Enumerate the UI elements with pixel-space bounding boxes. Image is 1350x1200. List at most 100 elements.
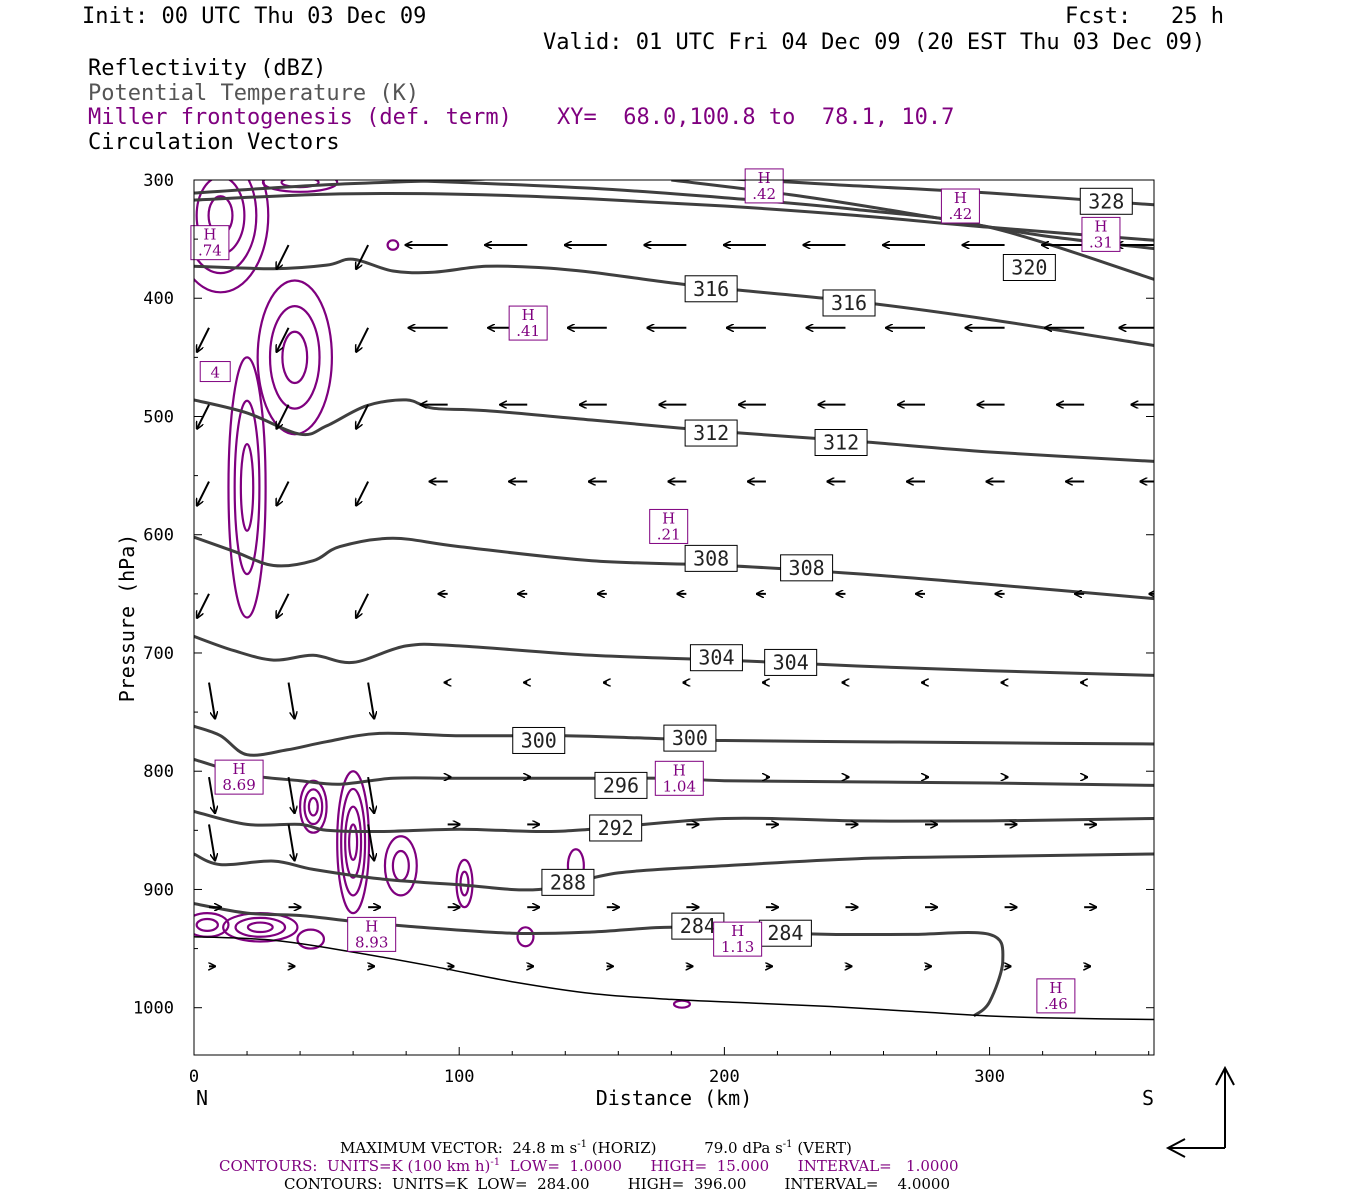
field-reflectivity: Reflectivity (dBZ) xyxy=(88,56,327,81)
theta-label-box xyxy=(814,429,868,456)
theta-label-box xyxy=(1002,254,1056,281)
x-axis-label: Distance (km) xyxy=(596,1086,753,1110)
circulation-vector xyxy=(356,327,370,352)
fronto-max-box xyxy=(1036,978,1076,1014)
theta-contour-label: 284 xyxy=(680,914,716,938)
theta-contour-label: 304 xyxy=(698,646,734,670)
theta-contour-308 xyxy=(194,535,1154,601)
y-tick-label: 700 xyxy=(143,644,174,664)
theta-label-box xyxy=(780,554,834,582)
fronto-max-letter: H xyxy=(1094,217,1107,235)
frontogenesis-contour xyxy=(391,849,410,882)
y-tick-label: 400 xyxy=(143,289,174,309)
theta-contour-label: 328 xyxy=(1088,189,1124,213)
fronto-max-value: 8.69 xyxy=(222,776,255,794)
theta-label-box xyxy=(589,814,643,842)
fronto-max-box xyxy=(1081,216,1121,252)
theta-contour-label: 304 xyxy=(773,650,809,674)
forecast-hour: Fcst: 25 h xyxy=(1065,4,1224,29)
fronto-max-box xyxy=(649,508,689,544)
theta-label-box xyxy=(684,544,738,572)
fronto-max-letter: H xyxy=(731,922,744,940)
circulation-vector xyxy=(356,481,370,506)
fronto-max-value: 4 xyxy=(210,364,220,382)
frontogenesis-contour xyxy=(256,279,334,436)
fronto-max-value: 1.04 xyxy=(663,777,696,795)
fronto-max-box xyxy=(214,759,264,795)
theta-label-box xyxy=(594,771,648,799)
frontogenesis-contour xyxy=(348,823,359,861)
theta-contour-292 xyxy=(194,809,1154,834)
frontogenesis-contour xyxy=(386,239,400,251)
theta-contour-328 xyxy=(194,180,1154,207)
circulation-vector xyxy=(208,776,215,813)
fronto-max-letter: H xyxy=(233,760,246,778)
fronto-max-letter: H xyxy=(758,169,771,187)
circulation-vector xyxy=(356,244,370,269)
circulation-vector xyxy=(367,776,374,813)
x-tick-label: 0 xyxy=(189,1067,199,1087)
fronto-max-value: .46 xyxy=(1044,995,1068,1013)
frontogenesis-contour xyxy=(307,796,319,817)
frontogenesis-contour xyxy=(516,926,535,948)
y-axis-label: Pressure (hPa) xyxy=(115,534,139,703)
theta-contour-label: 308 xyxy=(693,546,729,570)
frontogenesis-contour xyxy=(383,835,418,897)
frontogenesis-contour xyxy=(336,770,371,915)
fronto-max-letter: H xyxy=(673,761,686,779)
frontogenesis-contour xyxy=(194,180,270,294)
theta-label-box xyxy=(684,419,738,447)
theta-label-box xyxy=(758,919,812,947)
theta-contour-label: 296 xyxy=(603,773,639,797)
y-tick-label: 800 xyxy=(143,762,174,782)
fronto-max-letter: H xyxy=(954,189,967,207)
contour-labels: 328 320 316 316 312 312 308 308 304 304 300 300 296 2… xyxy=(190,168,1133,1014)
max-vector-vertical-exponent: -1 xyxy=(782,1139,793,1150)
theta-contour-label: 300 xyxy=(521,728,557,752)
fronto-max-letter: H xyxy=(662,509,675,527)
frontogenesis-contour xyxy=(234,916,287,938)
max-vector-horizontal-exponent: -1 xyxy=(577,1139,587,1150)
theta-contour-label: 316 xyxy=(831,291,867,315)
circulation-vector xyxy=(356,593,370,618)
max-vector-horizontal-unit: (HORIZ) xyxy=(587,1139,657,1157)
frontogenesis-contour xyxy=(303,788,324,826)
theta-contour-label: 320 xyxy=(1011,256,1047,280)
circulation-vector xyxy=(197,593,210,618)
circulation-vector xyxy=(277,481,290,506)
x-tick-label: 200 xyxy=(709,1067,740,1087)
axes: 0 100 200 300 300 400 500 600 700 800 900 1000 xyxy=(133,171,1154,1087)
theta-label-box xyxy=(684,275,738,303)
circulation-vector xyxy=(367,682,374,719)
fronto-max-box xyxy=(347,916,397,952)
frontogenesis-contour xyxy=(233,399,261,576)
fronto-max-value: .41 xyxy=(516,322,540,340)
theta-contour-304 xyxy=(194,634,1154,677)
frontogenesis-contour xyxy=(195,917,219,932)
frontogenesis-contour xyxy=(281,330,309,385)
fronto-max-value: 1.13 xyxy=(721,938,754,956)
max-vector-vertical-unit: (VERT) xyxy=(792,1139,852,1157)
fronto-max-box xyxy=(744,168,784,204)
init-time: Init: 00 UTC Thu 03 Dec 09 xyxy=(82,4,427,29)
theta-contour-label: 288 xyxy=(550,870,586,894)
circulation-vector xyxy=(287,824,295,860)
fronto-max-value: .74 xyxy=(198,242,222,260)
theta-contour-label: 312 xyxy=(693,421,729,445)
circulation-vector xyxy=(197,481,210,506)
frontogenesis-contour-exponent: -1 xyxy=(490,1157,501,1168)
circulation-vectors xyxy=(194,244,1154,966)
fronto-max-box xyxy=(190,225,230,261)
theta-contour-284 xyxy=(194,902,1005,1018)
x-axis-north-label: N xyxy=(196,1086,208,1110)
theta-contour-296 xyxy=(194,757,1154,787)
frontogenesis-contour xyxy=(194,180,258,275)
circulation-vector xyxy=(277,404,290,429)
fronto-max-value: 8.93 xyxy=(355,933,388,951)
frontogenesis-contour xyxy=(194,912,230,938)
frontogenesis-contour xyxy=(239,442,255,532)
theta-contour-label: 316 xyxy=(693,277,729,301)
reference-vector-icon xyxy=(1165,1065,1235,1158)
fronto-max-box xyxy=(199,361,231,383)
